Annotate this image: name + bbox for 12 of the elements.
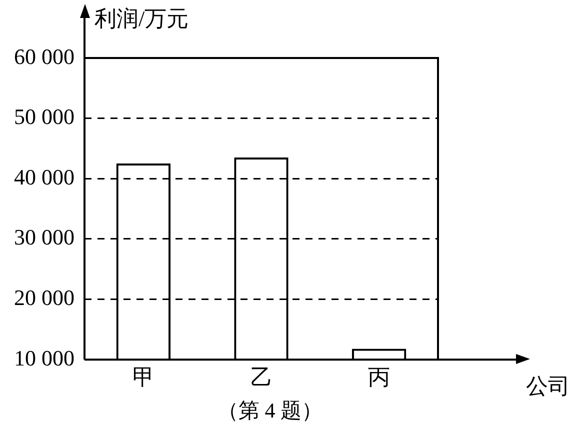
y-tick-label: 20 000: [14, 285, 74, 310]
y-tick-label: 30 000: [14, 224, 74, 250]
x-axis-title: 公司: [526, 373, 570, 398]
y-tick-label: 40 000: [14, 164, 74, 190]
y-tick-label: 60 000: [14, 44, 74, 69]
text: （第 4 题）: [218, 398, 322, 423]
x-tick-label: 乙: [250, 364, 272, 390]
x-tick-label: 丙: [368, 364, 390, 390]
y-tick-label: 10 000: [14, 345, 74, 370]
y-axis-title: 利润/万元: [94, 6, 189, 31]
y-tick-label: 50 000: [14, 104, 74, 130]
x-tick-label: 甲: [132, 364, 154, 390]
